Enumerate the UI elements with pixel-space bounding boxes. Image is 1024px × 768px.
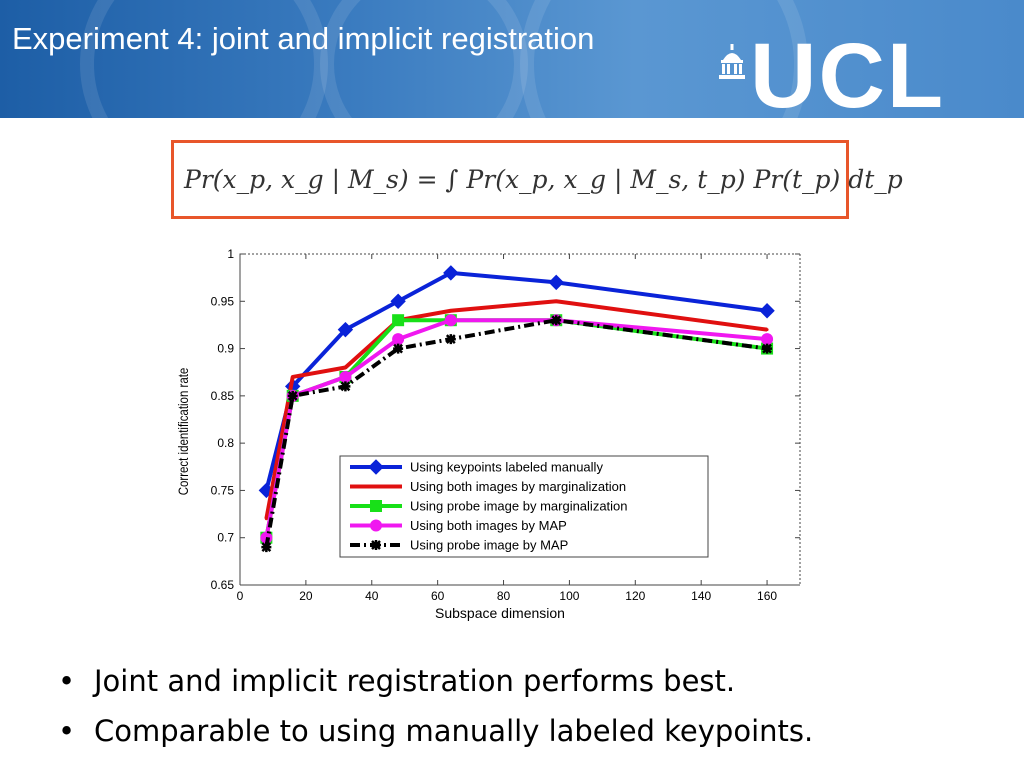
- series-1-point: [759, 303, 775, 319]
- legend-label: Using probe image by marginalization: [410, 499, 628, 514]
- legend-swatch-marker: [370, 519, 382, 532]
- legend-swatch-marker: [370, 500, 382, 512]
- legend-label: Using both images by marginalization: [410, 479, 626, 494]
- x-tick-label: 60: [431, 589, 445, 603]
- y-tick-label: 0.95: [211, 294, 235, 308]
- series-2-point: [291, 375, 295, 379]
- legend-label: Using probe image by MAP: [410, 538, 568, 553]
- legend-swatch-marker: [368, 459, 384, 475]
- series-2-point: [343, 365, 347, 369]
- bullet-symbol: •: [58, 664, 76, 698]
- series-5-point: [287, 390, 298, 401]
- logo-text: UCL: [750, 25, 946, 118]
- header-decoration: [520, 0, 808, 118]
- series-5-point: [261, 542, 272, 553]
- slide-title: Experiment 4: joint and implicit registr…: [12, 21, 595, 56]
- slide-header: Experiment 4: joint and implicit registr…: [0, 0, 1024, 118]
- bullet-item: • Comparable to using manually labeled k…: [56, 706, 996, 756]
- y-tick-label: 0.9: [217, 342, 234, 356]
- ucl-logo: UCL: [712, 26, 1012, 118]
- y-tick-label: 0.7: [217, 531, 234, 545]
- series-5-point: [551, 315, 562, 326]
- formula: Pr(x_p, x_g | M_s) = ∫ Pr(x_p, x_g | M_s…: [184, 165, 903, 194]
- legend-label: Using keypoints labeled manually: [410, 460, 603, 475]
- formula-box: Pr(x_p, x_g | M_s) = ∫ Pr(x_p, x_g | M_s…: [171, 140, 903, 219]
- x-axis-label: Subspace dimension: [435, 605, 565, 621]
- x-tick-label: 40: [365, 589, 379, 603]
- series-2-point: [449, 309, 453, 313]
- bullet-list: • Joint and implicit registration perfor…: [56, 656, 996, 756]
- series-3-point: [392, 314, 405, 327]
- series-4-point: [444, 314, 457, 327]
- series-4-point: [392, 333, 405, 346]
- line-chart: 0.65 0.7 0.75 0.8 0.85 0.9 0.95 1 0 20 40 60 80 100 12…: [175, 247, 801, 621]
- series-1-point: [548, 274, 564, 291]
- series-2-point: [765, 328, 769, 332]
- y-tick-label: 1: [227, 247, 234, 261]
- series-1-point: [443, 265, 459, 281]
- x-tick-label: 80: [497, 589, 511, 603]
- legend-label: Using both images by MAP: [410, 518, 567, 533]
- series-5-point: [762, 343, 773, 354]
- y-tick-label: 0.75: [211, 483, 235, 497]
- y-axis-label: Correct identification rate: [175, 368, 191, 496]
- bullet-text: Comparable to using manually labeled key…: [94, 714, 814, 748]
- x-tick-label: 100: [559, 589, 579, 603]
- y-tick-label: 0.8: [217, 436, 234, 450]
- series-4-point: [339, 370, 352, 383]
- legend-swatch-marker: [374, 485, 378, 488]
- x-tick-label: 20: [299, 589, 313, 603]
- x-tick-label: 0: [237, 589, 244, 603]
- portico-dome-icon: [719, 44, 745, 79]
- series-1-point: [337, 321, 354, 338]
- series-2-point: [554, 299, 558, 303]
- y-tick-label: 0.65: [211, 578, 235, 592]
- bullet-symbol: •: [58, 714, 76, 748]
- bullet-text: Joint and implicit registration performs…: [94, 664, 736, 698]
- x-tick-label: 140: [691, 589, 711, 603]
- series-5-point: [445, 334, 456, 345]
- bullet-item: • Joint and implicit registration perfor…: [56, 656, 996, 706]
- x-tick-label: 120: [625, 589, 645, 603]
- y-tick-label: 0.85: [211, 389, 235, 403]
- series-5-point: [340, 381, 351, 392]
- series-5-point: [393, 343, 404, 354]
- series-4-point: [761, 333, 774, 346]
- x-tick-label: 160: [757, 589, 777, 603]
- series-1-point: [390, 293, 406, 309]
- series-2-point: [264, 517, 268, 521]
- legend-swatch-marker: [371, 540, 381, 550]
